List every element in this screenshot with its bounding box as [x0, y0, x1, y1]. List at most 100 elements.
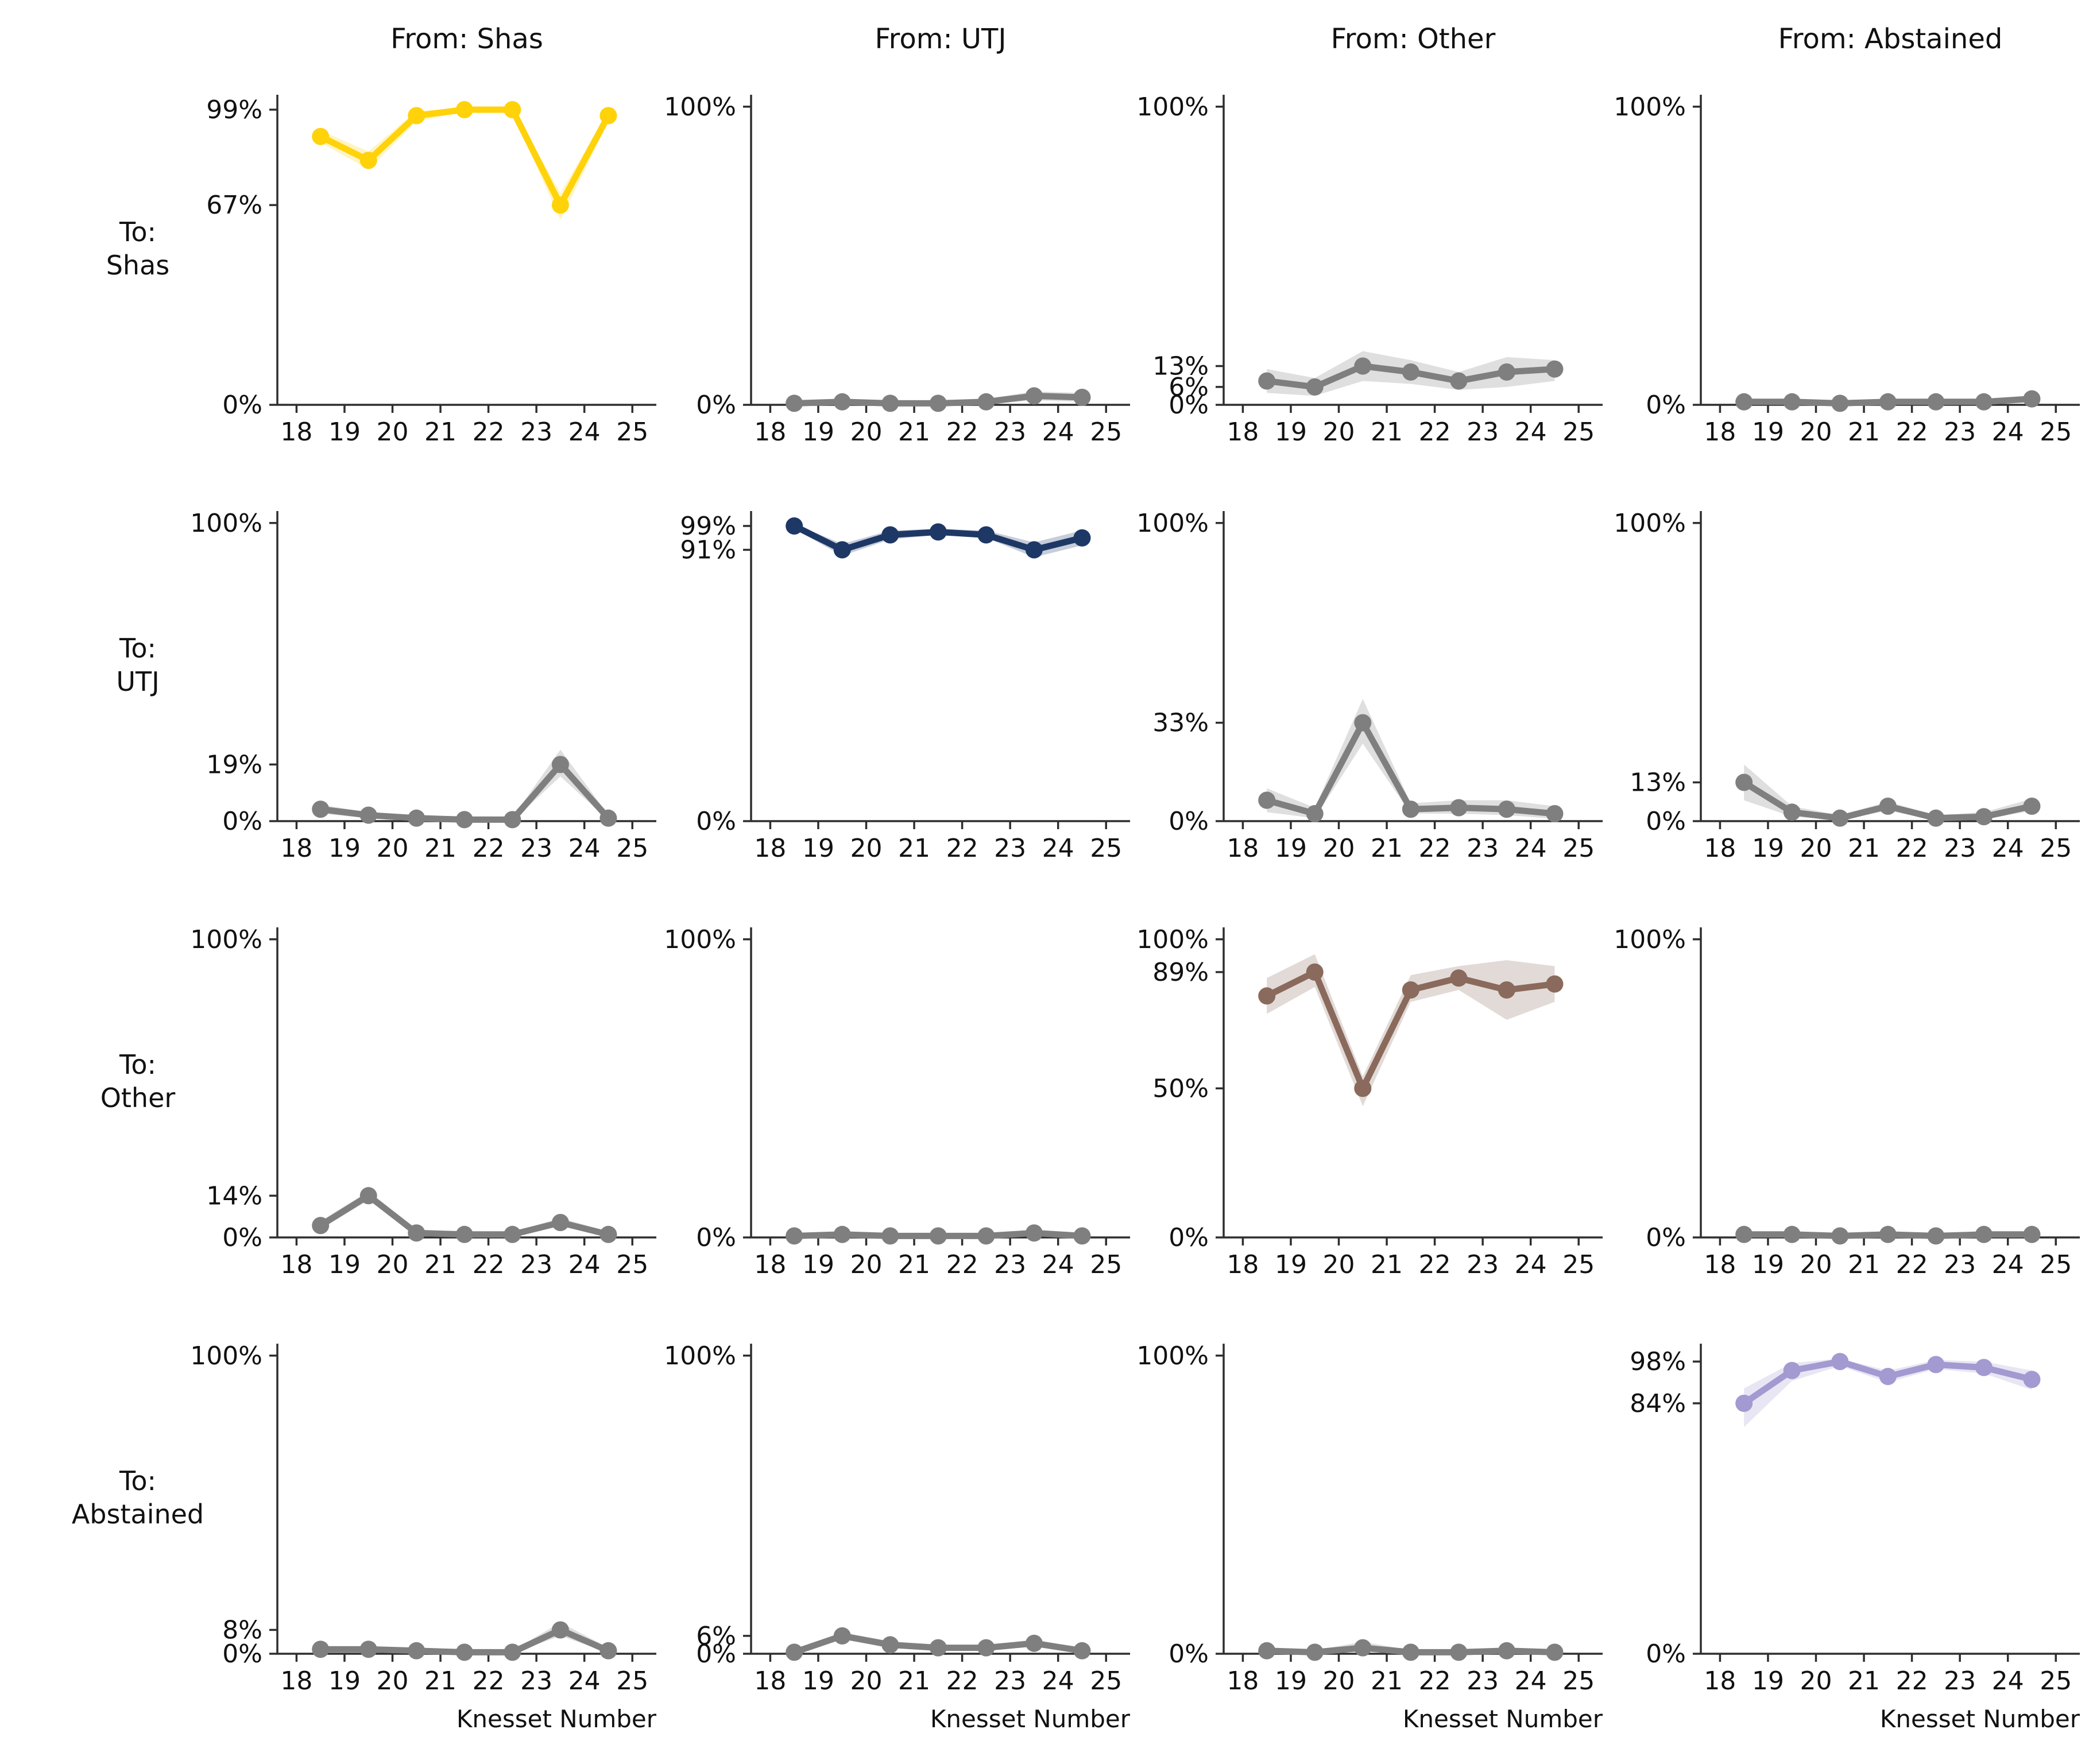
data-point [408, 1224, 425, 1242]
x-tick-label: 18 [754, 834, 786, 863]
y-tick-label: 0% [1646, 390, 1686, 420]
data-point [1258, 372, 1276, 390]
x-tick-label: 23 [994, 417, 1026, 447]
x-tick-label: 25 [1562, 417, 1595, 447]
x-tick-label: 22 [946, 417, 978, 447]
data-point [1258, 1642, 1276, 1659]
x-tick-label: 25 [1090, 1666, 1122, 1696]
data-point [1975, 1359, 1993, 1376]
x-tick-label: 18 [1227, 1250, 1259, 1279]
data-point [1025, 541, 1043, 559]
row-label-line: To: [119, 216, 156, 247]
data-point [1975, 393, 1993, 411]
data-point [833, 541, 851, 559]
column-title-from-shas: From: Shas [390, 23, 543, 55]
data-point [1735, 773, 1753, 791]
x-tick-label: 25 [616, 1250, 648, 1279]
data-point [1402, 363, 1419, 381]
x-tick-label: 21 [1371, 417, 1403, 447]
x-tick-label: 25 [1090, 834, 1122, 863]
data-point [1831, 809, 1849, 827]
row-label-line: Abstained [71, 1499, 204, 1530]
row-label-line: Shas [106, 250, 170, 281]
y-tick-label: 14% [206, 1181, 262, 1210]
x-tick-label: 18 [280, 1666, 312, 1696]
data-point [2023, 1225, 2041, 1243]
y-tick-label: 50% [1152, 1074, 1209, 1103]
y-tick-label: 84% [1630, 1389, 1686, 1418]
subplot-to-shas-from-abstained: 18 19 20 21 22 23 24 25 100% 0% [1614, 92, 2080, 447]
data-point [1879, 393, 1897, 411]
x-tick-label: 24 [1042, 834, 1074, 863]
data-point [786, 1643, 803, 1661]
data-point [312, 1217, 330, 1235]
x-tick-label: 18 [1227, 1666, 1259, 1696]
subplot-to-shas-from-utj: 18 19 20 21 22 23 24 25 100% 0% [664, 92, 1130, 447]
y-tick-label: 0% [1169, 807, 1209, 836]
confidence-band [320, 1191, 609, 1237]
data-point [1450, 799, 1468, 817]
x-tick-label: 22 [1896, 1250, 1928, 1279]
x-tick-label: 23 [1467, 1250, 1499, 1279]
x-tick-label: 19 [328, 417, 361, 447]
x-tick-label: 21 [1371, 1250, 1403, 1279]
x-tick-label: 18 [1704, 417, 1736, 447]
data-point [1735, 393, 1753, 411]
x-axis-label: Knesset Number [1403, 1705, 1603, 1733]
data-point [1258, 791, 1276, 809]
x-tick-label: 19 [802, 417, 834, 447]
data-point [1450, 1643, 1468, 1661]
data-point [1927, 1227, 1945, 1245]
x-tick-label: 18 [280, 1250, 312, 1279]
y-tick-label: 100% [1614, 92, 1686, 122]
x-tick-label: 25 [2040, 834, 2072, 863]
row-label-to-other: To: Other [23, 1048, 253, 1115]
data-point [1783, 1361, 1801, 1379]
data-point [1783, 1225, 1801, 1243]
row-label-line: To: [119, 1049, 156, 1080]
x-tick-label: 23 [994, 834, 1026, 863]
data-point [1498, 981, 1515, 999]
x-tick-label: 24 [1515, 1666, 1547, 1696]
x-tick-label: 19 [1752, 1666, 1784, 1696]
x-tick-label: 22 [473, 417, 505, 447]
x-tick-label: 23 [520, 1666, 552, 1696]
x-tick-label: 24 [1992, 417, 2024, 447]
x-tick-label: 19 [1275, 1666, 1307, 1696]
subplot-to-abstained-from-other: 18 19 20 21 22 23 24 25 100% 0% Knesset Number [1136, 1341, 1603, 1733]
x-axis-label: Knesset Number [457, 1705, 657, 1733]
x-tick-label: 23 [994, 1250, 1026, 1279]
data-point [455, 811, 473, 829]
data-point [977, 1639, 995, 1657]
data-point [786, 394, 803, 412]
x-tick-label: 20 [1323, 1666, 1355, 1696]
data-point [2023, 1371, 2041, 1388]
x-tick-label: 18 [754, 417, 786, 447]
x-tick-label: 19 [802, 1250, 834, 1279]
y-tick-label: 8% [222, 1615, 262, 1645]
data-point [455, 1643, 473, 1661]
data-point [1546, 975, 1564, 993]
data-point [881, 1636, 899, 1654]
data-point [312, 1641, 330, 1658]
data-point [359, 152, 377, 169]
trend-line [1263, 719, 1558, 817]
data-point [504, 100, 521, 118]
x-tick-label: 22 [1419, 1666, 1451, 1696]
x-tick-label: 22 [1419, 1250, 1451, 1279]
x-axis-label: Knesset Number [930, 1705, 1131, 1733]
y-tick-label: 0% [1646, 1223, 1686, 1252]
data-point [1735, 1394, 1753, 1412]
y-tick-label: 100% [1614, 509, 1686, 538]
data-point [359, 1187, 377, 1205]
y-tick-label: 100% [664, 925, 736, 954]
x-tick-label: 21 [1371, 834, 1403, 863]
x-tick-label: 25 [1090, 417, 1122, 447]
x-tick-label: 19 [328, 1666, 361, 1696]
data-point [977, 1227, 995, 1245]
data-point [599, 1642, 617, 1659]
x-tick-label: 23 [1467, 417, 1499, 447]
data-point [833, 1627, 851, 1645]
x-tick-label: 24 [1515, 417, 1547, 447]
y-tick-label: 6% [696, 1622, 736, 1651]
